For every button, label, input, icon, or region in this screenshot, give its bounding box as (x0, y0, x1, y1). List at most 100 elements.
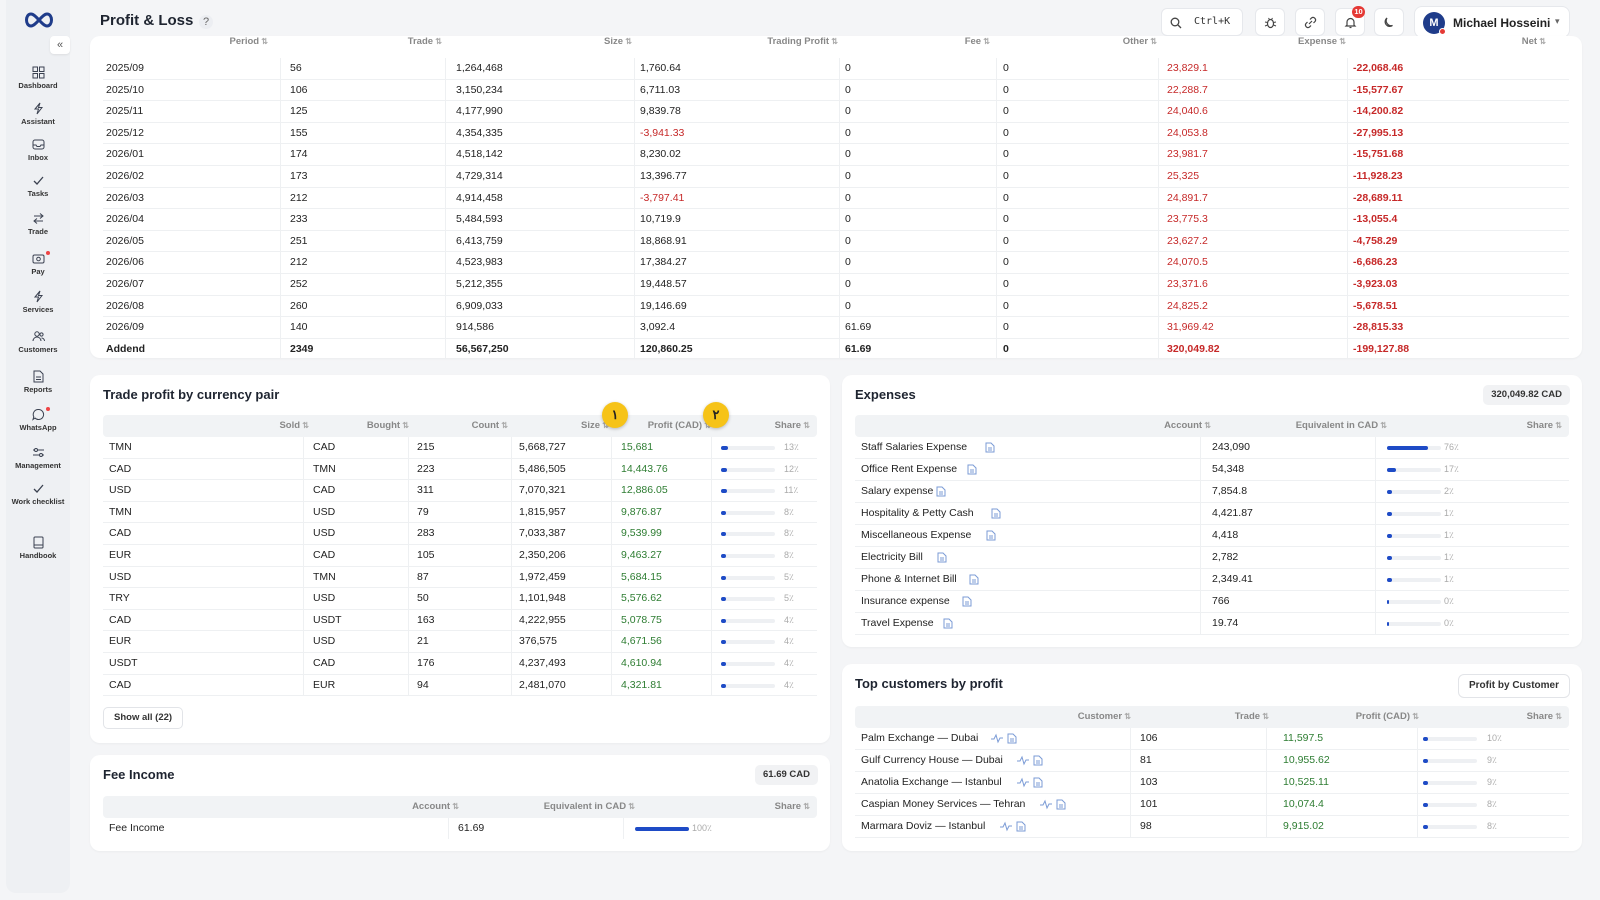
column-header[interactable]: Period ⇅ (230, 36, 269, 53)
share-bar (1387, 556, 1441, 560)
bug-button[interactable] (1255, 8, 1285, 36)
document-icon[interactable] (943, 618, 953, 629)
bought-currency: USDT (313, 613, 342, 626)
search-button[interactable]: Ctrl+K (1161, 8, 1243, 36)
cell: 212 (290, 256, 308, 269)
sidebar-item-work-checklist[interactable]: Work checklist (6, 482, 70, 506)
column-header[interactable]: Account ⇅ (412, 796, 459, 818)
column-header[interactable]: Size ⇅ (604, 36, 632, 53)
column-header[interactable]: Share ⇅ (1527, 415, 1562, 437)
document-icon[interactable] (936, 486, 946, 497)
document-icon[interactable] (969, 574, 979, 585)
sidebar-item-trade[interactable]: Trade (6, 212, 70, 236)
sidebar-item-assistant[interactable]: Assistant (6, 102, 70, 126)
sidebar-item-customers[interactable]: Customers (6, 330, 70, 354)
activity-icon[interactable] (991, 733, 1003, 744)
cell: 0 (845, 83, 851, 96)
document-icon[interactable] (986, 530, 996, 541)
cell-divider (445, 317, 446, 339)
sidebar-item-reports[interactable]: Reports (6, 370, 70, 394)
cell: 24,053.8 (1167, 126, 1208, 139)
cell-divider (408, 480, 409, 502)
column-header[interactable]: Count ⇅ (472, 415, 508, 437)
column-header[interactable]: Account ⇅ (1164, 415, 1211, 437)
share-bar-fill (721, 510, 726, 515)
activity-icon[interactable] (1017, 777, 1029, 788)
sidebar-item-inbox[interactable]: Inbox (6, 138, 70, 162)
document-icon[interactable] (1016, 821, 1026, 832)
cell-divider (1347, 187, 1348, 209)
sidebar-item-dashboard[interactable]: Dashboard (6, 66, 70, 90)
collapse-sidebar-button[interactable]: « (50, 36, 70, 54)
cell: 0 (845, 191, 851, 204)
column-header[interactable]: Profit (CAD) ⇅ (648, 415, 711, 437)
cell: 252 (290, 278, 308, 290)
cell-divider (611, 458, 612, 480)
column-header[interactable]: Fee ⇅ (965, 36, 990, 53)
document-icon[interactable] (991, 508, 1001, 519)
link-button[interactable] (1295, 8, 1325, 36)
sidebar-item-tasks[interactable]: Tasks (6, 174, 70, 198)
column-header[interactable]: Other ⇅ (1123, 36, 1157, 53)
profit-by-customer-button[interactable]: Profit by Customer (1457, 674, 1570, 698)
document-icon[interactable] (1007, 733, 1017, 744)
share-bar (1387, 446, 1441, 450)
profit-value: 9,876.87 (621, 505, 662, 518)
document-icon[interactable] (985, 442, 995, 453)
document-icon[interactable] (1033, 777, 1043, 788)
column-header[interactable]: Profit (CAD) ⇅ (1356, 706, 1419, 728)
share-bar-fill (1423, 737, 1429, 741)
cell-divider (996, 79, 997, 101)
expenses-total: 320,049.82 CAD (1483, 385, 1570, 405)
column-header[interactable]: Share ⇅ (1527, 706, 1562, 728)
column-header[interactable]: Expense ⇅ (1298, 36, 1346, 53)
document-icon[interactable] (1033, 755, 1043, 766)
column-header[interactable]: Share ⇅ (775, 415, 810, 437)
cell: 0 (1003, 213, 1009, 226)
help-icon[interactable]: ? (199, 15, 213, 29)
column-header[interactable]: Sold ⇅ (279, 415, 309, 437)
infinity-logo-icon[interactable] (22, 10, 56, 30)
user-name: Michael Hosseini (1453, 16, 1551, 30)
column-header[interactable]: Trade ⇅ (408, 36, 442, 53)
sort-icon: ⇅ (1202, 421, 1211, 430)
document-icon[interactable] (967, 464, 977, 475)
cell: 0 (1003, 299, 1009, 312)
sold-currency: CAD (109, 678, 132, 691)
column-header[interactable]: Customer ⇅ (1078, 706, 1131, 728)
document-icon[interactable] (1056, 799, 1066, 810)
cell: 6,909,033 (456, 299, 503, 312)
sidebar-item-management[interactable]: Management (6, 446, 70, 470)
sidebar-item-pay[interactable]: Pay (6, 251, 70, 276)
cell: 0 (1003, 62, 1009, 74)
activity-icon[interactable] (1000, 821, 1012, 832)
column-header[interactable]: Equivalent in CAD ⇅ (1296, 415, 1387, 437)
document-icon[interactable] (962, 596, 972, 607)
notifications-button[interactable]: 10 (1335, 6, 1365, 36)
user-menu[interactable]: M Michael Hosseini ▾ (1414, 6, 1570, 38)
document-icon[interactable] (937, 552, 947, 563)
sidebar-item-handbook[interactable]: Handbook (6, 536, 70, 560)
activity-icon[interactable] (1017, 755, 1029, 766)
column-header[interactable]: Net ⇅ (1522, 36, 1546, 53)
column-header[interactable]: Equivalent in CAD ⇅ (544, 796, 635, 818)
column-header[interactable]: Bought ⇅ (367, 415, 409, 437)
share-label: 8٪ (784, 506, 794, 517)
sidebar-item-services[interactable]: Services (6, 290, 70, 314)
show-all-button[interactable]: Show all (22) (103, 707, 184, 729)
column-header[interactable]: Size ⇅ (581, 415, 609, 437)
column-header[interactable]: Share ⇅ (775, 796, 810, 818)
share-label: 9٪ (1487, 755, 1497, 765)
activity-icon[interactable] (1040, 799, 1052, 810)
account-value: 7,854.8 (1212, 485, 1248, 497)
table-row: Hospitality & Petty Cash 4,421.87 1٪ (855, 503, 1569, 525)
sidebar-item-label: Tasks (27, 189, 49, 198)
cell-divider (996, 295, 997, 317)
sidebar-item-whatsapp[interactable]: WhatsApp (6, 407, 70, 432)
column-header[interactable]: Trading Profit ⇅ (767, 36, 838, 53)
cell-divider (1347, 144, 1348, 166)
share-bar (1423, 781, 1477, 785)
cell: 1,264,468 (456, 62, 503, 74)
theme-toggle-button[interactable] (1374, 8, 1404, 36)
column-header[interactable]: Trade ⇅ (1235, 706, 1269, 728)
